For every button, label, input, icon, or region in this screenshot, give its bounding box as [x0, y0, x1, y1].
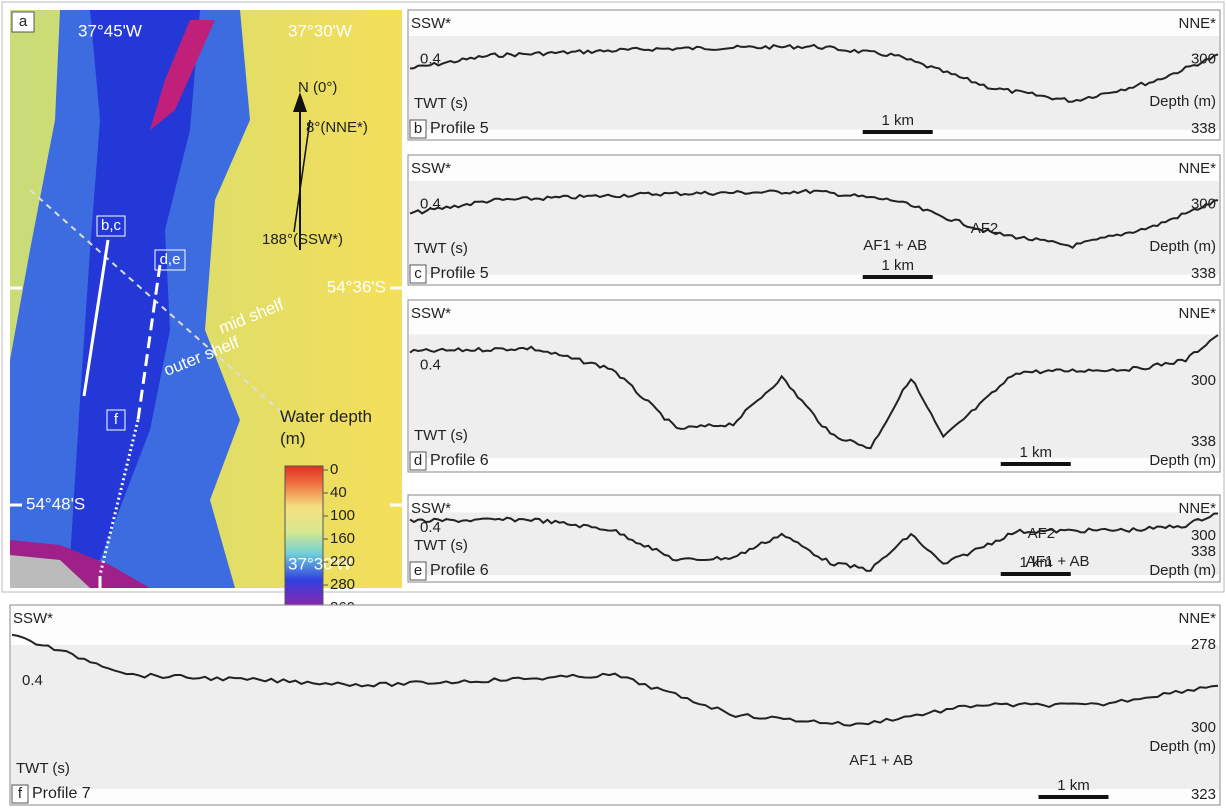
- legend-title: Water depth (m): [280, 407, 372, 448]
- seismic-band: [11, 645, 1219, 789]
- legend-tick-label: 0: [330, 461, 338, 478]
- depth-label: Depth (m): [1149, 93, 1216, 110]
- seafloor-reflector: [11, 633, 1219, 727]
- depth-label: Depth (m): [1149, 738, 1216, 755]
- depth-tick: 300: [1191, 50, 1216, 67]
- scale-label: 1 km: [1020, 554, 1053, 571]
- seafloor-reflector: [409, 512, 1219, 572]
- seismic-band: [409, 334, 1219, 459]
- profile-right-label: NNE*: [1178, 500, 1216, 517]
- panel-letter-box: [409, 264, 427, 284]
- frame: [1, 1, 1225, 593]
- twt-label: TWT (s): [414, 427, 468, 444]
- depth-tick: 300: [1191, 527, 1216, 544]
- seafloor-reflector: [409, 43, 1219, 103]
- profile-right-label: NNE*: [1178, 610, 1216, 627]
- seafloor-reflector: [409, 188, 1219, 250]
- scale-label: 1 km: [881, 112, 914, 129]
- depth-label: Depth (m): [1149, 452, 1216, 469]
- profile-title: Profile 5: [430, 265, 489, 282]
- twt-label: TWT (s): [414, 95, 468, 112]
- seafloor-reflector: [409, 334, 1219, 450]
- depth-tick: 300: [1191, 372, 1216, 389]
- annotation: AF1 + AB: [1026, 553, 1090, 570]
- twt-tick: 0.4: [420, 356, 441, 373]
- site-label: d,e: [160, 251, 181, 268]
- profile-left-label: SSW*: [411, 500, 451, 517]
- lon-label: 37°30'W: [288, 554, 352, 573]
- legend-tick-label: 40: [330, 484, 347, 501]
- twt-label: TWT (s): [16, 760, 70, 777]
- profile-title: Profile 7: [32, 785, 91, 802]
- legend-tick-label: 160: [330, 530, 355, 547]
- legend-tick-label: 280: [330, 576, 355, 593]
- twt-tick: 0.4: [420, 195, 441, 212]
- lon-label: 37°45'W: [78, 21, 142, 40]
- panel-letter-box: [409, 451, 427, 471]
- twt-label: TWT (s): [414, 240, 468, 257]
- panel-label: a: [19, 13, 28, 30]
- depth-tick: 323: [1191, 786, 1216, 803]
- profile-left-label: SSW*: [411, 160, 451, 177]
- depth-label: Depth (m): [1149, 562, 1216, 579]
- annotation: AF2: [971, 220, 999, 237]
- annotation: AF1 + AB: [849, 752, 913, 769]
- panel-letter: d: [414, 452, 422, 469]
- twt-tick: 0.4: [420, 50, 441, 67]
- scale-label: 1 km: [881, 257, 914, 274]
- panel-letter-box: [11, 784, 29, 804]
- profile-right-label: NNE*: [1178, 160, 1216, 177]
- north-label: N (0°): [298, 79, 337, 96]
- scale-label: 1 km: [1020, 444, 1053, 461]
- panel-letter: e: [414, 562, 422, 579]
- depth-tick: 338: [1191, 433, 1216, 450]
- profile-title: Profile 5: [430, 120, 489, 137]
- seismic-band: [409, 512, 1219, 576]
- legend-tick-label: 220: [330, 553, 355, 570]
- twt-tick: 0.4: [22, 672, 43, 689]
- seismic-band: [409, 36, 1219, 130]
- twt-label: TWT (s): [414, 537, 468, 554]
- profile-left-label: SSW*: [411, 15, 451, 32]
- profile-title: Profile 6: [430, 452, 489, 469]
- lat-label: 54°48'S: [26, 494, 85, 513]
- profile-right-label: NNE*: [1178, 15, 1216, 32]
- panel-letter-box: [409, 561, 427, 581]
- depth-tick: 278: [1191, 636, 1216, 653]
- lat-label: 54°36'S: [327, 277, 386, 296]
- depth-tick: 300: [1191, 195, 1216, 212]
- depth-tick: 300: [1191, 719, 1216, 736]
- annotation: AF2: [1028, 525, 1056, 542]
- panel-letter: f: [18, 785, 23, 802]
- profile-right-label: NNE*: [1178, 305, 1216, 322]
- depth-tick: 338: [1191, 543, 1216, 560]
- panel-letter: c: [414, 265, 422, 282]
- twt-tick: 0.4: [420, 519, 441, 536]
- site-label: f: [114, 411, 119, 428]
- profile-title: Profile 6: [430, 562, 489, 579]
- depth-tick: 338: [1191, 265, 1216, 282]
- depth-tick: 338: [1191, 120, 1216, 137]
- panel-letter: b: [414, 120, 422, 137]
- ssw-label: 188°(SSW*): [262, 231, 343, 248]
- site-label: b,c: [101, 217, 122, 234]
- annotation: AF1 + AB: [863, 237, 927, 254]
- nne-label: 8°(NNE*): [306, 119, 368, 136]
- profile-left-label: SSW*: [411, 305, 451, 322]
- seismic-band: [409, 181, 1219, 275]
- profile-left-label: SSW*: [13, 610, 53, 627]
- scale-label: 1 km: [1057, 777, 1090, 794]
- depth-label: Depth (m): [1149, 238, 1216, 255]
- legend-tick-label: 100: [330, 507, 355, 524]
- lon-label: 37°30'W: [288, 21, 352, 40]
- map: [10, 10, 402, 613]
- panel-letter-box: [409, 119, 427, 139]
